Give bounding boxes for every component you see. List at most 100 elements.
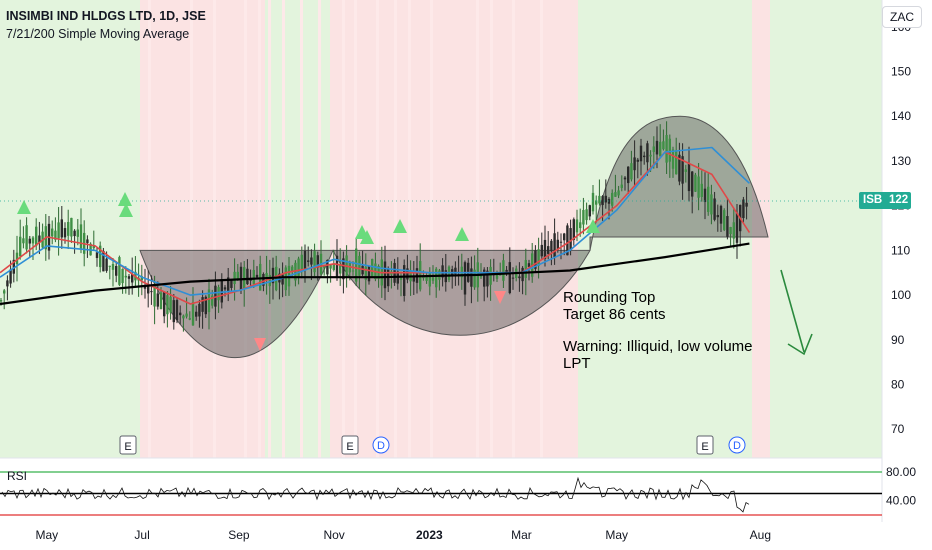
candle-body bbox=[591, 192, 595, 212]
candle-body bbox=[643, 155, 646, 158]
candle-body bbox=[15, 252, 19, 265]
candle-body bbox=[745, 202, 748, 207]
time-tick: Jul bbox=[134, 528, 149, 542]
candle-body bbox=[399, 277, 403, 280]
candle-body bbox=[710, 194, 713, 215]
candle-body bbox=[166, 295, 169, 315]
candle-body bbox=[662, 141, 665, 150]
candle-body bbox=[700, 183, 703, 197]
time-tick: Aug bbox=[750, 528, 771, 542]
candle-body bbox=[646, 143, 649, 163]
candle-body bbox=[207, 289, 211, 313]
candle-body bbox=[297, 258, 300, 278]
candle-body bbox=[617, 190, 620, 196]
time-tick: May bbox=[36, 528, 59, 542]
trend-stripe bbox=[376, 0, 379, 458]
candle-body bbox=[694, 174, 697, 192]
earnings-letter: E bbox=[124, 441, 131, 453]
candle-body bbox=[659, 141, 662, 157]
candle-body bbox=[19, 236, 22, 257]
candle-body bbox=[102, 250, 105, 272]
candle-body bbox=[691, 171, 694, 197]
price-tick: 140 bbox=[891, 109, 911, 123]
buy-signal-marker bbox=[118, 192, 132, 206]
candle-body bbox=[95, 252, 99, 259]
candle-body bbox=[681, 156, 684, 184]
candle-body bbox=[572, 219, 575, 240]
candle-body bbox=[611, 192, 614, 206]
candle-body bbox=[422, 277, 425, 279]
trend-stripe bbox=[268, 0, 271, 458]
price-tick: 130 bbox=[891, 154, 911, 168]
candle-body bbox=[652, 146, 655, 152]
candle-body bbox=[6, 280, 9, 287]
candle-body bbox=[35, 226, 38, 246]
candle-body bbox=[716, 215, 719, 218]
sma-21-line bbox=[0, 146, 750, 296]
candle-body bbox=[633, 157, 636, 171]
buy-signal-marker bbox=[455, 227, 469, 241]
candle-body bbox=[569, 228, 572, 251]
rsi-tick: 40.00 bbox=[886, 494, 916, 508]
earnings-marker: E bbox=[696, 435, 714, 455]
candle-body bbox=[697, 176, 700, 198]
candle-body bbox=[470, 268, 473, 287]
candle-body bbox=[361, 265, 364, 275]
candle-body bbox=[364, 266, 367, 280]
candle-body bbox=[431, 277, 435, 281]
candle-body bbox=[67, 221, 70, 236]
candle-body bbox=[214, 285, 217, 307]
time-tick: Mar bbox=[511, 528, 532, 542]
warning-note-line1: Warning: Illiquid, low volume bbox=[563, 338, 753, 355]
candle-body bbox=[73, 230, 76, 237]
currency-button[interactable]: ZAC bbox=[882, 6, 922, 28]
candle-body bbox=[620, 184, 623, 188]
candle-body bbox=[511, 277, 515, 279]
candle-body bbox=[463, 262, 467, 295]
candle-body bbox=[38, 235, 41, 243]
candle-body bbox=[358, 255, 361, 276]
candle-body bbox=[211, 295, 214, 306]
candle-body bbox=[563, 233, 566, 241]
candle-body bbox=[105, 258, 108, 271]
last-price-value: 122 bbox=[889, 194, 909, 206]
candle-body bbox=[86, 239, 89, 244]
candle-body bbox=[188, 318, 191, 320]
candle-body bbox=[537, 249, 540, 266]
trend-stripe bbox=[258, 0, 261, 458]
candle-body bbox=[630, 163, 633, 180]
buy-signal-marker bbox=[586, 219, 600, 233]
candle-body bbox=[0, 300, 3, 302]
candle-body bbox=[236, 271, 239, 280]
candle-body bbox=[502, 260, 505, 281]
candle-body bbox=[454, 267, 457, 275]
candle-body bbox=[351, 270, 355, 272]
candle-body bbox=[70, 217, 73, 237]
candle-body bbox=[479, 275, 483, 278]
candle-body bbox=[159, 292, 163, 310]
sma-7-line bbox=[0, 151, 751, 305]
candle-body bbox=[60, 219, 63, 238]
buy-signal-marker bbox=[119, 203, 133, 217]
trend-stripe bbox=[300, 0, 303, 458]
trend-stripe bbox=[476, 0, 479, 458]
sell-signal-marker bbox=[494, 291, 506, 304]
candle-body bbox=[518, 276, 521, 279]
candle-body bbox=[111, 264, 115, 270]
trend-stripe bbox=[512, 0, 515, 458]
candle-body bbox=[127, 276, 131, 279]
rsi-pane: 80.00 40.00 bbox=[0, 465, 916, 516]
candle-body bbox=[153, 284, 156, 307]
candle-body bbox=[623, 177, 627, 180]
trend-stripe bbox=[540, 0, 543, 458]
signal-markers bbox=[17, 192, 600, 351]
candle-body bbox=[99, 245, 102, 268]
candle-body bbox=[729, 227, 732, 235]
candle-body bbox=[406, 268, 409, 280]
candle-body bbox=[28, 238, 31, 244]
candle-body bbox=[255, 274, 259, 278]
candle-body bbox=[156, 293, 159, 307]
candle-body bbox=[108, 265, 111, 267]
candle-body bbox=[614, 192, 617, 197]
